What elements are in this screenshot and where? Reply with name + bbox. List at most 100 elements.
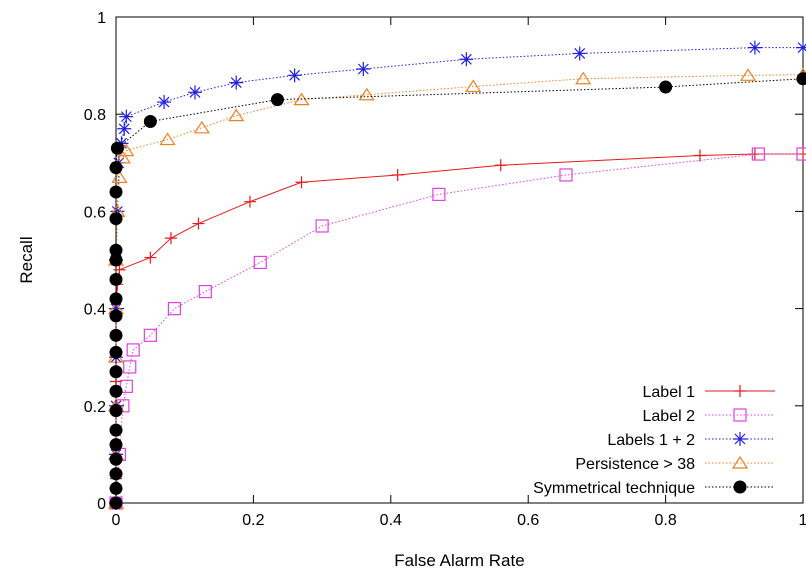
x-tick-label: 0.2 — [242, 512, 264, 529]
data-point — [109, 328, 123, 342]
marker-circle — [659, 80, 673, 94]
marker-star — [188, 85, 203, 100]
legend-label: Persistence > 38 — [575, 456, 695, 473]
data-point — [739, 68, 757, 81]
marker-circle — [109, 438, 123, 452]
legend: Label 1 Label 2 Labels 1 + 2 Persistence > … — [533, 384, 775, 497]
marker-circle — [109, 272, 123, 286]
marker-triangle — [193, 120, 210, 134]
data-point — [188, 85, 203, 100]
marker-circle — [109, 253, 123, 267]
marker-circle — [109, 423, 123, 437]
marker-plus — [164, 232, 177, 245]
legend-item: Labels 1 + 2 — [607, 432, 775, 449]
marker-star — [572, 46, 587, 61]
marker-triangle — [159, 132, 176, 146]
x-tick-label: 0.6 — [517, 512, 539, 529]
y-tick-label: 0.6 — [84, 204, 106, 221]
marker-triangle — [114, 150, 131, 164]
data-point — [143, 114, 157, 128]
data-point — [748, 148, 761, 161]
data-point — [796, 40, 806, 55]
marker-triangle — [575, 71, 592, 85]
data-point — [572, 46, 587, 61]
data-point — [391, 168, 404, 181]
legend-item: Symmetrical technique — [533, 480, 775, 497]
data-point — [109, 212, 123, 226]
marker-star — [117, 121, 132, 136]
data-point — [113, 263, 126, 276]
data-point — [243, 195, 256, 208]
data-point — [109, 496, 123, 510]
marker-circle — [110, 141, 124, 155]
data-point — [164, 232, 177, 245]
data-point — [109, 438, 123, 452]
data-point — [109, 161, 123, 175]
marker-star — [733, 432, 747, 446]
marker-plus — [734, 385, 746, 397]
data-point — [432, 187, 446, 201]
legend-marker — [733, 408, 747, 422]
data-point — [465, 79, 482, 93]
plot-area — [107, 40, 806, 510]
data-point — [109, 404, 123, 418]
marker-triangle — [228, 108, 245, 122]
data-point — [287, 68, 302, 83]
legend-label: Label 2 — [643, 408, 696, 425]
marker-triangle — [358, 87, 375, 101]
marker-circle — [109, 212, 123, 226]
y-axis-title: Recall — [17, 236, 36, 283]
marker-plus — [748, 148, 761, 161]
marker-triangle — [465, 79, 482, 93]
marker-square — [559, 168, 573, 182]
axes: 0 0.2 0.4 0.6 0.8 1 0 0.2 0.4 0.6 0.8 1 — [84, 10, 806, 529]
marker-plus — [494, 159, 507, 172]
plot-frame — [115, 16, 804, 504]
marker-square — [253, 255, 267, 270]
data-point — [109, 243, 123, 257]
marker-triangle — [731, 455, 749, 469]
marker-star — [459, 52, 474, 67]
data-point — [494, 159, 507, 172]
legend-marker — [734, 385, 746, 397]
data-point — [119, 109, 134, 124]
marker-circle — [109, 467, 123, 481]
x-axis-title: False Alarm Rate — [394, 551, 524, 570]
data-point — [575, 71, 592, 85]
data-point — [109, 292, 123, 306]
series-line — [115, 47, 803, 503]
marker-circle — [109, 496, 123, 510]
marker-star — [796, 40, 806, 55]
marker-circle — [109, 452, 123, 466]
legend-marker — [733, 432, 747, 446]
data-point — [459, 52, 474, 67]
marker-star — [287, 68, 302, 83]
marker-square — [315, 219, 329, 233]
legend-marker — [731, 455, 749, 469]
data-point — [253, 255, 267, 270]
marker-star — [229, 75, 244, 90]
data-point — [192, 217, 205, 230]
x-tick-label: 0.8 — [654, 512, 676, 529]
marker-star — [356, 62, 371, 77]
marker-circle — [733, 480, 747, 494]
marker-circle — [109, 309, 123, 323]
series-5 — [109, 72, 806, 510]
data-point — [270, 93, 284, 107]
data-point — [356, 62, 371, 77]
marker-circle — [109, 345, 123, 359]
data-point — [143, 328, 157, 342]
data-point — [126, 343, 140, 357]
data-point — [109, 452, 123, 466]
marker-circle — [109, 328, 123, 342]
x-tick-label: 0.4 — [380, 512, 402, 529]
marker-circle — [109, 481, 123, 495]
legend-item: Persistence > 38 — [575, 455, 775, 473]
x-tick-label: 1 — [799, 512, 806, 529]
data-point — [167, 302, 181, 316]
data-point — [559, 168, 573, 182]
data-point — [358, 87, 375, 101]
marker-circle — [109, 384, 123, 398]
series-line — [115, 74, 804, 503]
data-point — [159, 132, 176, 146]
